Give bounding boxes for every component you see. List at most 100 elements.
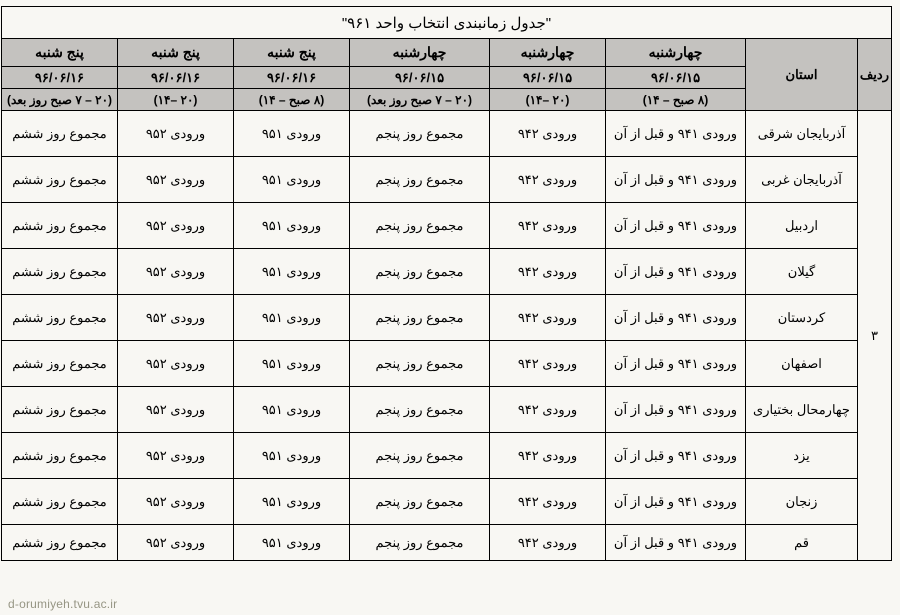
province-cell: کردستان	[746, 295, 858, 341]
slot-cell: ورودی ۹۴۲	[490, 387, 606, 433]
header-date: ۹۶/۰۶/۱۵	[606, 67, 746, 89]
slot-cell: ورودی ۹۵۲	[118, 157, 234, 203]
header-day: چهارشنبه	[490, 39, 606, 67]
slot-cell: مجموع روز پنجم	[350, 387, 490, 433]
header-time: (۲۰ –۱۴)	[490, 89, 606, 111]
table-row: گیلانورودی ۹۴۱ و قبل از آنورودی ۹۴۲مجموع…	[1, 249, 891, 295]
header-time: (۸ صبح – ۱۴)	[606, 89, 746, 111]
slot-cell: ورودی ۹۵۲	[118, 433, 234, 479]
slot-cell: ورودی ۹۴۲	[490, 341, 606, 387]
province-cell: اصفهان	[746, 341, 858, 387]
slot-cell: ورودی ۹۴۲	[490, 433, 606, 479]
slot-cell: ورودی ۹۴۱ و قبل از آن	[606, 387, 746, 433]
table-row: کردستانورودی ۹۴۱ و قبل از آنورودی ۹۴۲مجم…	[1, 295, 891, 341]
province-cell: زنجان	[746, 479, 858, 525]
header-date: ۹۶/۰۶/۱۵	[490, 67, 606, 89]
slot-cell: ورودی ۹۴۱ و قبل از آن	[606, 249, 746, 295]
table-row: آذربایجان غربیورودی ۹۴۱ و قبل از آنورودی…	[1, 157, 891, 203]
table-row: اصفهانورودی ۹۴۱ و قبل از آنورودی ۹۴۲مجمو…	[1, 341, 891, 387]
table-title: "جدول زمانبندی انتخاب واحد ۹۶۱"	[1, 7, 891, 39]
header-day: چهارشنبه	[606, 39, 746, 67]
slot-cell: ورودی ۹۴۲	[490, 479, 606, 525]
slot-cell: ورودی ۹۵۲	[118, 387, 234, 433]
slot-cell: مجموع روز پنجم	[350, 295, 490, 341]
header-day: چهارشنبه	[350, 39, 490, 67]
header-date: ۹۶/۰۶/۱۵	[350, 67, 490, 89]
slot-cell: مجموع روز ششم	[1, 111, 117, 157]
header-time: (۲۰ –۱۴)	[118, 89, 234, 111]
slot-cell: ورودی ۹۵۲	[118, 203, 234, 249]
header-date: ۹۶/۰۶/۱۶	[1, 67, 117, 89]
slot-cell: مجموع روز پنجم	[350, 157, 490, 203]
table-body: ۳آذربایجان شرقیورودی ۹۴۱ و قبل از آنورود…	[1, 111, 891, 561]
slot-cell: ورودی ۹۵۱	[234, 341, 350, 387]
slot-cell: مجموع روز ششم	[1, 157, 117, 203]
slot-cell: ورودی ۹۵۱	[234, 525, 350, 561]
slot-cell: ورودی ۹۵۱	[234, 433, 350, 479]
header-day: پنج شنبه	[1, 39, 117, 67]
slot-cell: ورودی ۹۴۲	[490, 295, 606, 341]
slot-cell: ورودی ۹۵۲	[118, 249, 234, 295]
slot-cell: ورودی ۹۵۱	[234, 249, 350, 295]
province-cell: آذربایجان غربی	[746, 157, 858, 203]
slot-cell: ورودی ۹۴۱ و قبل از آن	[606, 111, 746, 157]
slot-cell: ورودی ۹۴۱ و قبل از آن	[606, 525, 746, 561]
slot-cell: مجموع روز پنجم	[350, 249, 490, 295]
slot-cell: ورودی ۹۵۱	[234, 387, 350, 433]
table-row: زنجانورودی ۹۴۱ و قبل از آنورودی ۹۴۲مجموع…	[1, 479, 891, 525]
header-ostan: استان	[746, 39, 858, 111]
province-cell: گیلان	[746, 249, 858, 295]
slot-cell: ورودی ۹۴۲	[490, 525, 606, 561]
slot-cell: ورودی ۹۴۱ و قبل از آن	[606, 479, 746, 525]
slot-cell: ورودی ۹۴۱ و قبل از آن	[606, 295, 746, 341]
slot-cell: مجموع روز ششم	[1, 203, 117, 249]
header-time: (۲۰ – ۷ صبح روز بعد)	[350, 89, 490, 111]
slot-cell: ورودی ۹۵۲	[118, 295, 234, 341]
slot-cell: مجموع روز پنجم	[350, 341, 490, 387]
header-time: (۸ صبح – ۱۴)	[234, 89, 350, 111]
document-page: "جدول زمانبندی انتخاب واحد ۹۶۱" ردیف است…	[0, 0, 900, 615]
slot-cell: ورودی ۹۴۲	[490, 111, 606, 157]
slot-cell: ورودی ۹۵۲	[118, 341, 234, 387]
province-cell: قم	[746, 525, 858, 561]
schedule-table: "جدول زمانبندی انتخاب واحد ۹۶۱" ردیف است…	[1, 6, 892, 561]
watermark: d-orumiyeh.tvu.ac.ir	[8, 597, 117, 611]
slot-cell: مجموع روز ششم	[1, 525, 117, 561]
slot-cell: ورودی ۹۴۲	[490, 203, 606, 249]
radif-cell: ۳	[858, 111, 892, 561]
slot-cell: مجموع روز ششم	[1, 249, 117, 295]
slot-cell: ورودی ۹۴۱ و قبل از آن	[606, 341, 746, 387]
table-row: یزدورودی ۹۴۱ و قبل از آنورودی ۹۴۲مجموع ر…	[1, 433, 891, 479]
slot-cell: ورودی ۹۴۱ و قبل از آن	[606, 203, 746, 249]
slot-cell: مجموع روز پنجم	[350, 111, 490, 157]
slot-cell: ورودی ۹۵۱	[234, 203, 350, 249]
header-time: (۲۰ – ۷ صبح روز بعد)	[1, 89, 117, 111]
table-row: اردبیلورودی ۹۴۱ و قبل از آنورودی ۹۴۲ مجمو…	[1, 203, 891, 249]
slot-cell: ورودی ۹۴۲	[490, 249, 606, 295]
slot-cell: مجموع روز ششم	[1, 295, 117, 341]
slot-cell: ورودی ۹۴۲	[490, 157, 606, 203]
header-date: ۹۶/۰۶/۱۶	[118, 67, 234, 89]
slot-cell: ورودی ۹۵۱	[234, 295, 350, 341]
slot-cell: ورودی ۹۵۲	[118, 111, 234, 157]
slot-cell: ورودی ۹۵۲	[118, 479, 234, 525]
table-row: قمورودی ۹۴۱ و قبل از آنورودی ۹۴۲مجموع رو…	[1, 525, 891, 561]
slot-cell: مجموع روز ششم	[1, 387, 117, 433]
slot-cell: ورودی ۹۴۱ و قبل از آن	[606, 433, 746, 479]
province-cell: یزد	[746, 433, 858, 479]
slot-cell: مجموع روز ششم	[1, 341, 117, 387]
slot-cell: ورودی ۹۵۱	[234, 157, 350, 203]
slot-cell: مجموع روز پنجم	[350, 433, 490, 479]
slot-cell: ورودی ۹۴۱ و قبل از آن	[606, 157, 746, 203]
slot-cell: ورودی ۹۵۲	[118, 525, 234, 561]
slot-cell: مجموع روز پنجم	[350, 479, 490, 525]
province-cell: چهارمحال بختیاری	[746, 387, 858, 433]
slot-cell: مجموع روز ششم	[1, 433, 117, 479]
slot-cell: مجموع روز ششم	[1, 479, 117, 525]
slot-cell: مجموع روز پنجم	[350, 525, 490, 561]
table-row: چهارمحال بختیاریورودی ۹۴۱ و قبل از آنورو…	[1, 387, 891, 433]
province-cell: اردبیل	[746, 203, 858, 249]
header-date: ۹۶/۰۶/۱۶	[234, 67, 350, 89]
province-cell: آذربایجان شرقی	[746, 111, 858, 157]
table-row: ۳آذربایجان شرقیورودی ۹۴۱ و قبل از آنورود…	[1, 111, 891, 157]
